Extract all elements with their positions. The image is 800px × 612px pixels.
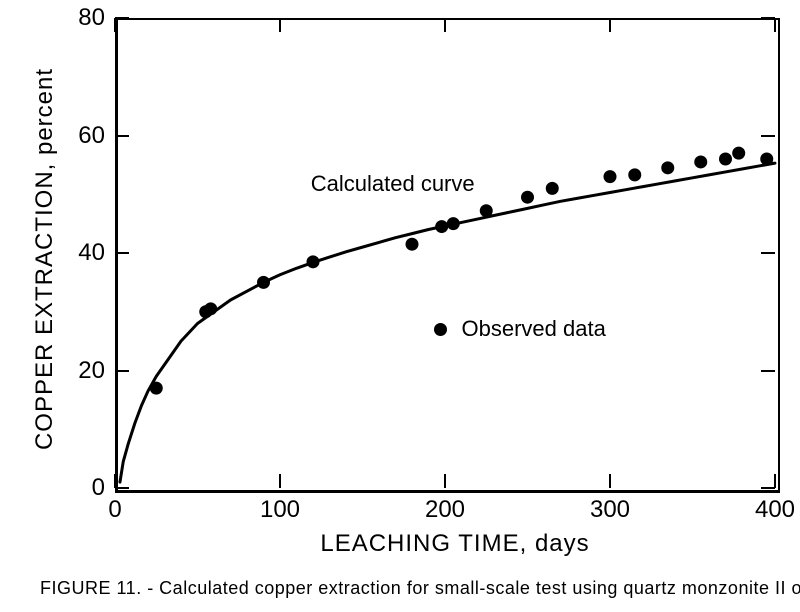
calculated-curve [120, 163, 775, 482]
legend-label: Observed data [462, 316, 606, 342]
y-tick-label: 40 [65, 239, 105, 267]
y-tick-label: 60 [65, 122, 105, 150]
observed-point [694, 155, 707, 168]
x-tick [609, 474, 611, 488]
y-tick [115, 17, 129, 19]
y-tick-right [761, 370, 775, 372]
y-tick-right [761, 17, 775, 19]
x-tick-top [774, 18, 776, 32]
observed-point [732, 147, 745, 160]
observed-point [760, 153, 773, 166]
y-tick [115, 370, 129, 372]
observed-point [307, 255, 320, 268]
observed-point [521, 191, 534, 204]
x-tick-label: 100 [260, 496, 300, 524]
y-tick [115, 135, 129, 137]
figure-caption: FIGURE 11. - Calculated copper extractio… [40, 578, 800, 599]
x-tick [444, 474, 446, 488]
x-tick-top [609, 18, 611, 32]
x-tick-top [279, 18, 281, 32]
y-tick [115, 252, 129, 254]
y-tick-right [761, 487, 775, 489]
observed-point [435, 220, 448, 233]
x-tick [279, 474, 281, 488]
y-tick-right [761, 135, 775, 137]
legend-marker [434, 323, 447, 336]
y-tick-right [761, 252, 775, 254]
observed-point [546, 182, 559, 195]
x-tick-top [114, 18, 116, 32]
x-tick-top [444, 18, 446, 32]
observed-point [480, 204, 493, 217]
x-tick [114, 474, 116, 488]
x-tick-label: 0 [108, 496, 121, 524]
observed-point [719, 153, 732, 166]
x-tick-label: 300 [590, 496, 630, 524]
y-tick-label: 80 [65, 4, 105, 32]
observed-point [406, 238, 419, 251]
x-tick [774, 474, 776, 488]
figure-container: COPPER EXTRACTION, percent LEACHING TIME… [0, 0, 800, 612]
observed-point [604, 170, 617, 183]
y-tick-label: 20 [65, 357, 105, 385]
observed-point [204, 302, 217, 315]
y-tick [115, 487, 129, 489]
x-tick-label: 200 [425, 496, 465, 524]
x-tick-label: 400 [755, 496, 795, 524]
observed-point [150, 382, 163, 395]
observed-point [447, 217, 460, 230]
observed-point [257, 276, 270, 289]
observed-point [661, 161, 674, 174]
y-tick-label: 0 [65, 474, 105, 502]
curve-label: Calculated curve [311, 171, 475, 197]
observed-point [628, 168, 641, 181]
